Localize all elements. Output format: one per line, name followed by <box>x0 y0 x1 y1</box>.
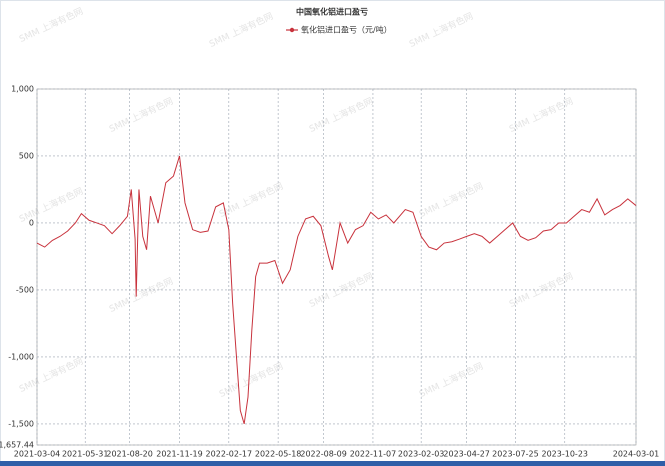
y-tick-label: -1,657.44 <box>0 441 34 450</box>
y-tick-label: 500 <box>19 151 34 160</box>
y-tick-label: -500 <box>16 285 34 294</box>
legend-label: 氧化铝进口盈亏（元/吨） <box>301 25 392 35</box>
line-series <box>36 155 637 425</box>
y-tick-label: 1,000 <box>11 85 34 94</box>
bottom-bar <box>0 461 665 466</box>
x-tick-label: 2022-02-17 <box>206 450 253 459</box>
x-tick-label: 2021-05-31 <box>62 450 109 459</box>
x-tick-label: 2021-08-20 <box>106 450 153 459</box>
x-tick-label: 2024-03-01 <box>613 450 660 459</box>
x-tick-label: 2022-05-18 <box>255 450 302 459</box>
chart-title: 中国氧化铝进口盈亏 <box>296 7 368 17</box>
x-tick-label: 2021-03-04 <box>14 450 61 459</box>
x-tick-label: 2022-11-07 <box>350 450 397 459</box>
x-tick-label: 2021-11-19 <box>156 450 203 459</box>
y-tick-label: 0 <box>29 218 34 227</box>
legend-marker <box>289 27 295 33</box>
x-tick-label: 2023-07-25 <box>492 450 539 459</box>
x-tick-label: 2023-02-03 <box>398 450 445 459</box>
x-tick-label: 2023-10-23 <box>542 450 589 459</box>
x-tick-label: 2023-04-27 <box>443 450 490 459</box>
x-tick-label: 2022-08-09 <box>300 450 347 459</box>
y-tick-label: -1,500 <box>8 419 34 428</box>
y-tick-label: -1,000 <box>8 352 34 361</box>
